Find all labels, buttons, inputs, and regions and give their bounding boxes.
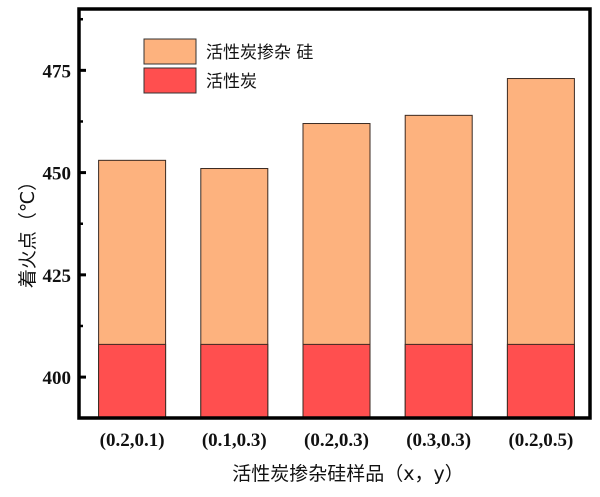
bar-carbon-1 (98, 343, 167, 419)
legend: 活性炭掺杂 硅 活性炭 (143, 38, 313, 94)
x-tick-label: (0.1,0.3) (202, 430, 267, 451)
y-tick-label: 400 (43, 368, 72, 389)
y-tick-label: 475 (43, 61, 72, 82)
x-tick-label: (0.2,0.3) (304, 430, 369, 451)
bar-carbon-2 (200, 343, 269, 419)
legend-swatch-carbon (143, 67, 197, 94)
plot-frame (77, 7, 592, 420)
x-tick-label: (0.2,0.5) (508, 430, 573, 451)
x-tick-label: (0.3,0.3) (406, 430, 471, 451)
bar-carbon-4 (404, 343, 473, 419)
x-tick-label: (0.2,0.1) (100, 430, 165, 451)
y-tick-label: 450 (43, 164, 72, 185)
legend-swatch-doped (143, 38, 197, 65)
bar-carbon-3 (302, 343, 371, 419)
x-axis-label: 活性炭掺杂硅样品（x，y） (232, 463, 464, 485)
legend-label-doped: 活性炭掺杂 硅 (206, 43, 313, 63)
y-tick-label: 425 (43, 266, 72, 287)
bar-carbon-5 (506, 343, 575, 419)
y-axis-label: 着火点（℃） (17, 172, 39, 288)
legend-label-carbon: 活性炭 (206, 72, 257, 92)
